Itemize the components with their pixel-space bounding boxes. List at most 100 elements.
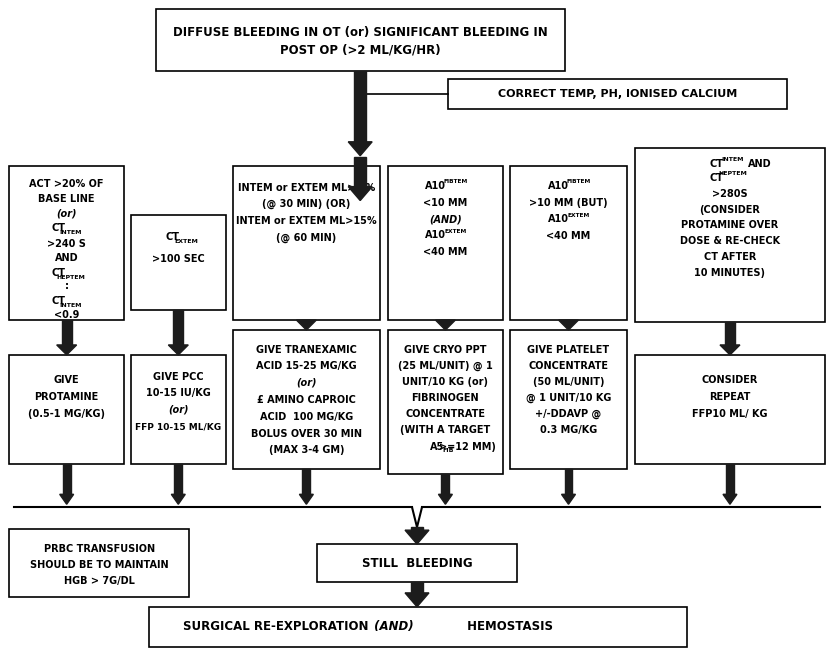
Text: (AND): (AND): [429, 214, 462, 224]
Text: EXTEM: EXTEM: [174, 239, 199, 244]
Text: INTEM or EXTEM ML>15%: INTEM or EXTEM ML>15%: [236, 216, 377, 226]
Text: FFP 10-15 ML/KG: FFP 10-15 ML/KG: [135, 422, 221, 431]
Text: A10: A10: [548, 181, 569, 191]
Text: INTEM or EXTEM ML>7 %: INTEM or EXTEM ML>7 %: [238, 183, 375, 193]
Text: (or): (or): [168, 405, 189, 414]
Text: £ AMINO CAPROIC: £ AMINO CAPROIC: [257, 395, 356, 405]
Polygon shape: [62, 320, 72, 345]
Text: CT AFTER: CT AFTER: [704, 252, 756, 262]
Text: (or): (or): [56, 209, 77, 218]
Text: CT: CT: [709, 173, 723, 183]
Text: GIVE PLATELET: GIVE PLATELET: [527, 345, 609, 355]
Polygon shape: [411, 527, 423, 530]
Bar: [9, 355, 124, 465]
Text: FIBTEM: FIBTEM: [443, 179, 468, 184]
Text: UNIT/10 KG (or): UNIT/10 KG (or): [402, 377, 489, 387]
Text: CT: CT: [52, 224, 65, 234]
Text: CT: CT: [52, 268, 65, 279]
Polygon shape: [559, 320, 578, 330]
Bar: [388, 330, 503, 475]
Text: 10-15 IU/KG: 10-15 IU/KG: [146, 387, 210, 398]
Text: INTEM: INTEM: [59, 230, 82, 235]
Text: <40 MM: <40 MM: [546, 232, 591, 242]
Text: >100 SEC: >100 SEC: [152, 254, 204, 264]
Polygon shape: [723, 494, 737, 504]
Text: (0.5-1 MG/KG): (0.5-1 MG/KG): [28, 409, 106, 418]
Text: ACID 15-25 MG/KG: ACID 15-25 MG/KG: [256, 361, 357, 371]
Text: CONSIDER: CONSIDER: [701, 375, 758, 385]
Text: <0.9: <0.9: [54, 310, 80, 320]
Text: (50 ML/UNIT): (50 ML/UNIT): [533, 377, 604, 387]
Text: HEPTEM: HEPTEM: [56, 275, 85, 280]
Text: BOLUS OVER 30 MIN: BOLUS OVER 30 MIN: [251, 428, 362, 438]
Text: FIBRINOGEN: FIBRINOGEN: [411, 393, 479, 403]
Text: REPEAT: REPEAT: [709, 392, 751, 402]
Text: FFP10 ML/ KG: FFP10 ML/ KG: [692, 409, 768, 418]
Text: EXTEM: EXTEM: [567, 213, 590, 218]
Text: (or): (or): [296, 378, 317, 388]
Text: HEPTEM: HEPTEM: [718, 171, 747, 176]
Polygon shape: [442, 475, 449, 494]
Text: SHOULD BE TO MAINTAIN: SHOULD BE TO MAINTAIN: [30, 560, 168, 570]
Polygon shape: [174, 465, 183, 494]
Text: (WITH A TARGET: (WITH A TARGET: [401, 424, 490, 434]
Polygon shape: [725, 322, 735, 345]
Bar: [635, 148, 825, 322]
Bar: [156, 9, 565, 71]
Bar: [233, 166, 380, 320]
Text: GIVE PCC: GIVE PCC: [153, 372, 204, 381]
Text: CT: CT: [709, 158, 723, 169]
Bar: [510, 166, 628, 320]
Text: (MAX 3-4 GM): (MAX 3-4 GM): [269, 446, 344, 455]
Polygon shape: [411, 582, 423, 593]
Polygon shape: [297, 320, 316, 330]
Bar: [318, 544, 517, 582]
Text: CT: CT: [165, 232, 179, 242]
Text: CT: CT: [52, 296, 65, 306]
Polygon shape: [405, 593, 429, 607]
Text: @ 1 UNIT/10 KG: @ 1 UNIT/10 KG: [525, 393, 611, 403]
Text: GIVE: GIVE: [54, 375, 80, 385]
Polygon shape: [59, 494, 74, 504]
Polygon shape: [436, 320, 455, 330]
Text: POST OP (>2 ML/KG/HR): POST OP (>2 ML/KG/HR): [280, 44, 441, 57]
Text: A5: A5: [431, 442, 445, 451]
Bar: [635, 355, 825, 465]
Text: EXTEM: EXTEM: [444, 229, 467, 234]
Text: INTEM: INTEM: [722, 157, 744, 162]
Polygon shape: [168, 345, 189, 355]
Bar: [510, 330, 628, 469]
Text: GIVE CRYO PPT: GIVE CRYO PPT: [404, 345, 487, 355]
Text: <40 MM: <40 MM: [423, 248, 468, 257]
Text: (CONSIDER: (CONSIDER: [700, 205, 760, 214]
Text: >=12 MM): >=12 MM): [439, 442, 496, 451]
Text: PROTAMINE: PROTAMINE: [34, 392, 99, 402]
Polygon shape: [349, 142, 372, 156]
Text: AND: AND: [748, 158, 772, 169]
Text: STILL  BLEEDING: STILL BLEEDING: [362, 556, 473, 570]
Polygon shape: [57, 345, 76, 355]
Text: CORRECT TEMP, PH, IONISED CALCIUM: CORRECT TEMP, PH, IONISED CALCIUM: [498, 89, 737, 99]
Polygon shape: [405, 530, 429, 544]
Polygon shape: [561, 494, 576, 504]
Bar: [447, 79, 787, 109]
Polygon shape: [299, 494, 313, 504]
Polygon shape: [349, 187, 372, 201]
Polygon shape: [565, 469, 572, 494]
Bar: [9, 529, 189, 597]
Text: INTEM: INTEM: [59, 302, 82, 308]
Text: GIVE TRANEXAMIC: GIVE TRANEXAMIC: [256, 345, 357, 355]
Text: A10: A10: [425, 230, 446, 240]
Text: (@ 30 MIN) (OR): (@ 30 MIN) (OR): [262, 199, 350, 209]
Text: <10 MM: <10 MM: [423, 197, 468, 207]
Text: SURGICAL RE-EXPLORATION: SURGICAL RE-EXPLORATION: [183, 620, 368, 633]
Text: PROTAMINE OVER: PROTAMINE OVER: [681, 220, 779, 230]
Text: (@ 60 MIN): (@ 60 MIN): [277, 232, 337, 242]
Bar: [9, 166, 124, 320]
Text: AND: AND: [54, 253, 79, 263]
Polygon shape: [173, 310, 184, 345]
Bar: [149, 607, 687, 647]
Text: BASE LINE: BASE LINE: [39, 193, 95, 203]
Text: (AND): (AND): [370, 620, 414, 633]
Text: ACT >20% OF: ACT >20% OF: [29, 179, 104, 189]
